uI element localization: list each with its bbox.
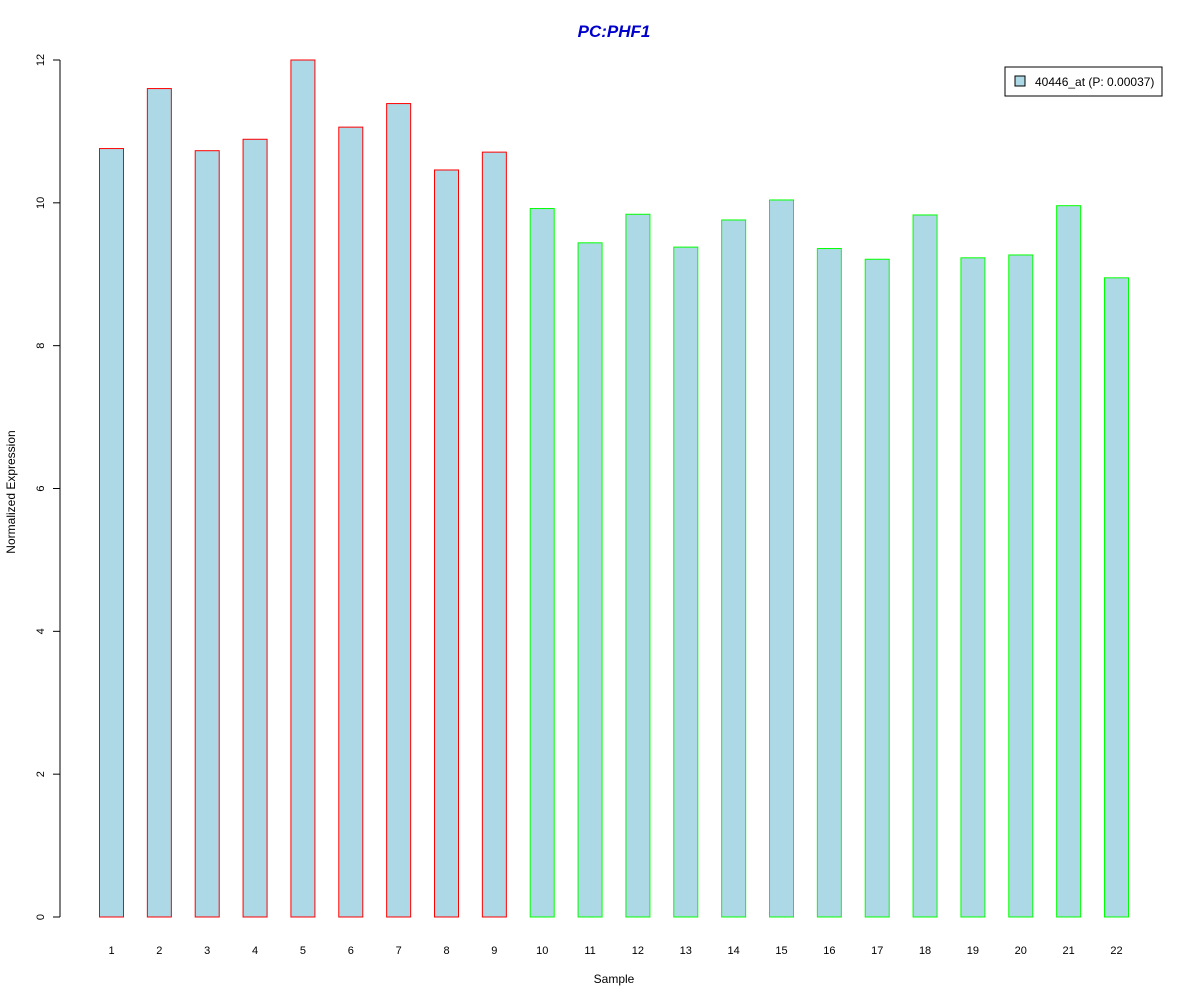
x-tick-label: 13 xyxy=(680,945,692,957)
x-tick-label: 1 xyxy=(108,945,114,957)
x-tick-label: 11 xyxy=(584,945,595,957)
x-tick-label: 19 xyxy=(967,945,979,957)
bar xyxy=(1104,277,1129,918)
bars-group xyxy=(99,59,1129,918)
bar xyxy=(960,257,986,918)
x-tick-label: 22 xyxy=(1110,945,1122,957)
x-tick-label: 15 xyxy=(775,945,787,957)
bar xyxy=(481,151,507,918)
legend-box xyxy=(1004,66,1163,97)
bar xyxy=(577,242,603,918)
x-tick-label: 12 xyxy=(632,945,644,957)
x-tick-label: 2 xyxy=(156,945,162,957)
bar xyxy=(529,208,555,918)
bar xyxy=(625,213,651,918)
x-tick-label: 18 xyxy=(919,945,931,957)
bar xyxy=(146,88,172,918)
bar xyxy=(673,246,699,918)
x-tick-label: 5 xyxy=(300,945,306,957)
x-tick-label: 6 xyxy=(348,945,354,957)
x-axis: 1 2 3 4 5 6 7 8 9 10 11 12 13 14 15 16 17 18 19 20 21 22 xyxy=(108,945,1122,957)
x-tick-label: 14 xyxy=(728,945,740,957)
x-tick-label: 8 xyxy=(443,945,449,957)
bar xyxy=(1056,205,1082,918)
legend-swatch xyxy=(1014,75,1026,87)
x-tick-label: 21 xyxy=(1063,945,1075,957)
y-axis-label: Normalized Expression xyxy=(4,430,18,553)
x-tick-label: 10 xyxy=(536,945,548,957)
x-tick-label: 16 xyxy=(823,945,835,957)
bar xyxy=(290,59,316,918)
y-tick-label: 2 xyxy=(35,771,47,777)
x-axis-label: Sample xyxy=(594,972,635,986)
bar xyxy=(386,103,412,918)
y-tick-label: 0 xyxy=(35,914,47,920)
bar xyxy=(721,219,747,918)
bar xyxy=(1008,254,1034,918)
y-tick-label: 6 xyxy=(35,485,47,491)
y-tick-label: 10 xyxy=(35,197,47,209)
bar xyxy=(434,169,459,918)
x-tick-label: 4 xyxy=(252,945,258,957)
bar xyxy=(242,138,268,918)
x-tick-label: 20 xyxy=(1015,945,1027,957)
x-tick-label: 7 xyxy=(396,945,402,957)
bar xyxy=(99,148,124,918)
bar xyxy=(194,150,220,918)
legend-label: 40446_at (P: 0.00037) xyxy=(1035,75,1154,89)
legend: 40446_at (P: 0.00037) xyxy=(1004,66,1163,97)
x-tick-label: 17 xyxy=(871,945,883,957)
x-tick-label: 3 xyxy=(204,945,210,957)
bar xyxy=(912,214,938,918)
bar xyxy=(816,248,842,918)
chart-title: PC:PHF1 xyxy=(578,22,651,41)
bar xyxy=(338,126,364,918)
bar xyxy=(864,258,890,918)
y-axis: 0 2 4 6 8 10 12 xyxy=(35,54,61,920)
y-tick-label: 8 xyxy=(35,343,47,349)
y-tick-label: 12 xyxy=(35,54,47,66)
bar xyxy=(769,199,794,918)
y-tick-label: 4 xyxy=(35,628,47,634)
x-tick-label: 9 xyxy=(491,945,497,957)
